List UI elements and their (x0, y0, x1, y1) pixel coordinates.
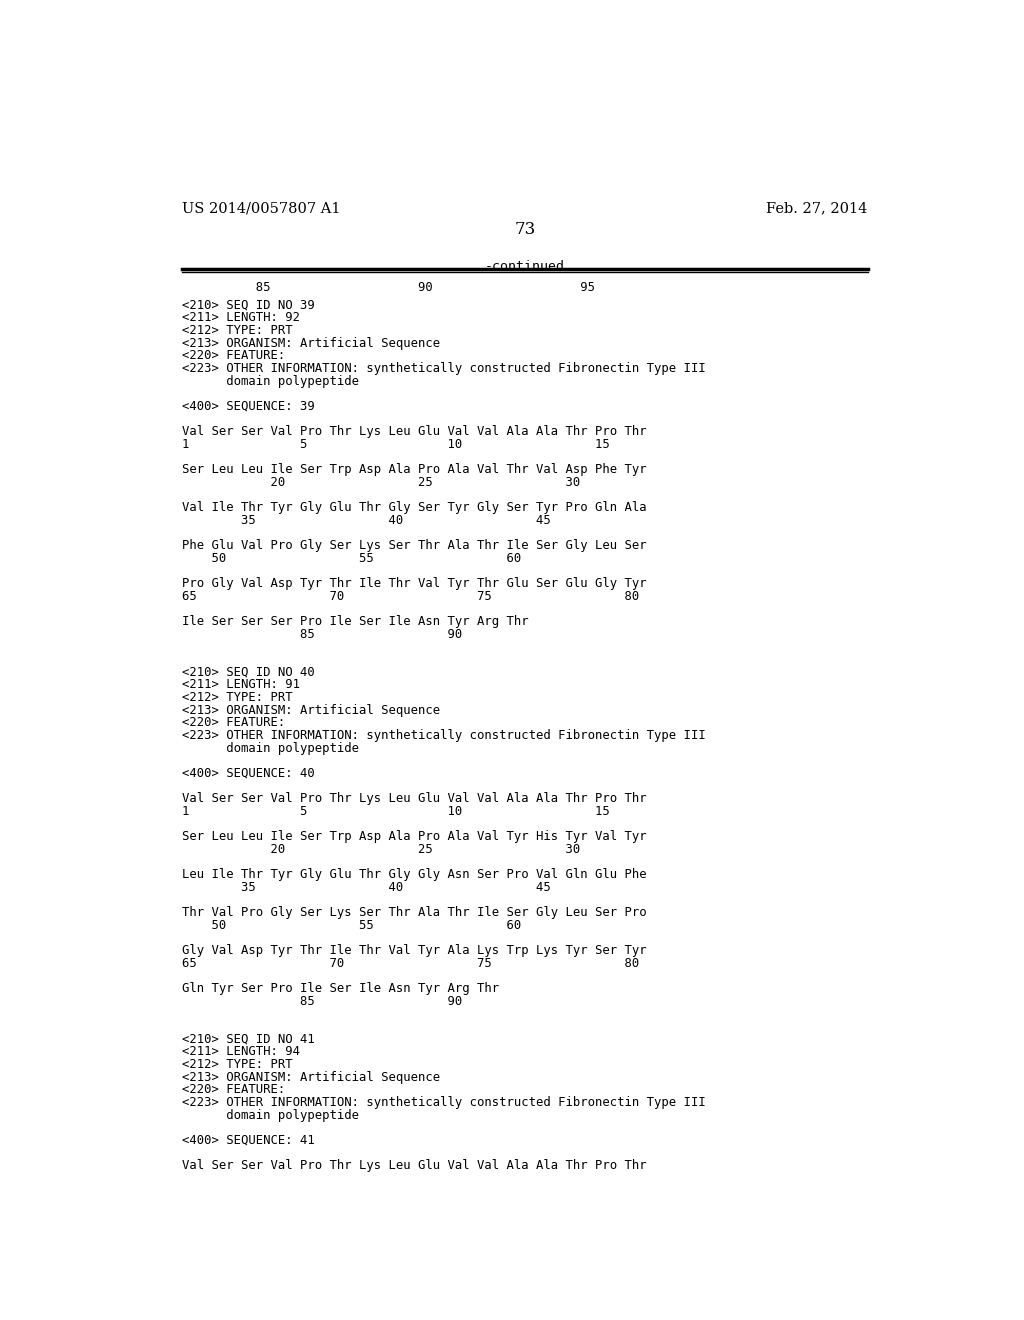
Text: domain polypeptide: domain polypeptide (182, 742, 359, 755)
Text: 50                  55                  60: 50 55 60 (182, 552, 521, 565)
Text: <213> ORGANISM: Artificial Sequence: <213> ORGANISM: Artificial Sequence (182, 1071, 440, 1084)
Text: <213> ORGANISM: Artificial Sequence: <213> ORGANISM: Artificial Sequence (182, 337, 440, 350)
Text: 73: 73 (514, 222, 536, 239)
Text: <400> SEQUENCE: 41: <400> SEQUENCE: 41 (182, 1134, 314, 1147)
Text: domain polypeptide: domain polypeptide (182, 375, 359, 388)
Text: Phe Glu Val Pro Gly Ser Lys Ser Thr Ala Thr Ile Ser Gly Leu Ser: Phe Glu Val Pro Gly Ser Lys Ser Thr Ala … (182, 539, 646, 552)
Text: Pro Gly Val Asp Tyr Thr Ile Thr Val Tyr Thr Glu Ser Glu Gly Tyr: Pro Gly Val Asp Tyr Thr Ile Thr Val Tyr … (182, 577, 646, 590)
Text: domain polypeptide: domain polypeptide (182, 1109, 359, 1122)
Text: 20                  25                  30: 20 25 30 (182, 842, 581, 855)
Text: Val Ser Ser Val Pro Thr Lys Leu Glu Val Val Ala Ala Thr Pro Thr: Val Ser Ser Val Pro Thr Lys Leu Glu Val … (182, 425, 646, 438)
Text: 65                  70                  75                  80: 65 70 75 80 (182, 957, 639, 970)
Text: 85                    90                    95: 85 90 95 (182, 281, 595, 294)
Text: 85                  90: 85 90 (182, 995, 462, 1007)
Text: <220> FEATURE:: <220> FEATURE: (182, 717, 286, 729)
Text: <220> FEATURE:: <220> FEATURE: (182, 1084, 286, 1096)
Text: <212> TYPE: PRT: <212> TYPE: PRT (182, 323, 293, 337)
Text: Gln Tyr Ser Pro Ile Ser Ile Asn Tyr Arg Thr: Gln Tyr Ser Pro Ile Ser Ile Asn Tyr Arg … (182, 982, 499, 995)
Text: Ser Leu Leu Ile Ser Trp Asp Ala Pro Ala Val Thr Val Asp Phe Tyr: Ser Leu Leu Ile Ser Trp Asp Ala Pro Ala … (182, 463, 646, 477)
Text: -continued: -continued (484, 260, 565, 273)
Text: 50                  55                  60: 50 55 60 (182, 919, 521, 932)
Text: <212> TYPE: PRT: <212> TYPE: PRT (182, 690, 293, 704)
Text: Gly Val Asp Tyr Thr Ile Thr Val Tyr Ala Lys Trp Lys Tyr Ser Tyr: Gly Val Asp Tyr Thr Ile Thr Val Tyr Ala … (182, 944, 646, 957)
Text: Leu Ile Thr Tyr Gly Glu Thr Gly Gly Asn Ser Pro Val Gln Glu Phe: Leu Ile Thr Tyr Gly Glu Thr Gly Gly Asn … (182, 869, 646, 882)
Text: 1               5                   10                  15: 1 5 10 15 (182, 438, 609, 451)
Text: <223> OTHER INFORMATION: synthetically constructed Fibronectin Type III: <223> OTHER INFORMATION: synthetically c… (182, 1096, 706, 1109)
Text: <213> ORGANISM: Artificial Sequence: <213> ORGANISM: Artificial Sequence (182, 704, 440, 717)
Text: Ser Leu Leu Ile Ser Trp Asp Ala Pro Ala Val Tyr His Tyr Val Tyr: Ser Leu Leu Ile Ser Trp Asp Ala Pro Ala … (182, 830, 646, 843)
Text: US 2014/0057807 A1: US 2014/0057807 A1 (182, 201, 340, 215)
Text: Ile Ser Ser Ser Pro Ile Ser Ile Asn Tyr Arg Thr: Ile Ser Ser Ser Pro Ile Ser Ile Asn Tyr … (182, 615, 528, 628)
Text: 65                  70                  75                  80: 65 70 75 80 (182, 590, 639, 603)
Text: <400> SEQUENCE: 39: <400> SEQUENCE: 39 (182, 400, 314, 413)
Text: <220> FEATURE:: <220> FEATURE: (182, 350, 286, 362)
Text: Thr Val Pro Gly Ser Lys Ser Thr Ala Thr Ile Ser Gly Leu Ser Pro: Thr Val Pro Gly Ser Lys Ser Thr Ala Thr … (182, 906, 646, 919)
Text: Feb. 27, 2014: Feb. 27, 2014 (766, 201, 867, 215)
Text: <223> OTHER INFORMATION: synthetically constructed Fibronectin Type III: <223> OTHER INFORMATION: synthetically c… (182, 729, 706, 742)
Text: <211> LENGTH: 91: <211> LENGTH: 91 (182, 678, 300, 692)
Text: 85                  90: 85 90 (182, 628, 462, 640)
Text: 20                  25                  30: 20 25 30 (182, 475, 581, 488)
Text: <211> LENGTH: 94: <211> LENGTH: 94 (182, 1045, 300, 1059)
Text: <211> LENGTH: 92: <211> LENGTH: 92 (182, 312, 300, 325)
Text: <210> SEQ ID NO 40: <210> SEQ ID NO 40 (182, 665, 314, 678)
Text: 35                  40                  45: 35 40 45 (182, 513, 551, 527)
Text: Val Ser Ser Val Pro Thr Lys Leu Glu Val Val Ala Ala Thr Pro Thr: Val Ser Ser Val Pro Thr Lys Leu Glu Val … (182, 792, 646, 805)
Text: Val Ser Ser Val Pro Thr Lys Leu Glu Val Val Ala Ala Thr Pro Thr: Val Ser Ser Val Pro Thr Lys Leu Glu Val … (182, 1159, 646, 1172)
Text: <223> OTHER INFORMATION: synthetically constructed Fibronectin Type III: <223> OTHER INFORMATION: synthetically c… (182, 362, 706, 375)
Text: 1               5                   10                  15: 1 5 10 15 (182, 805, 609, 818)
Text: <212> TYPE: PRT: <212> TYPE: PRT (182, 1057, 293, 1071)
Text: Val Ile Thr Tyr Gly Glu Thr Gly Ser Tyr Gly Ser Tyr Pro Gln Ala: Val Ile Thr Tyr Gly Glu Thr Gly Ser Tyr … (182, 502, 646, 513)
Text: <400> SEQUENCE: 40: <400> SEQUENCE: 40 (182, 767, 314, 780)
Text: <210> SEQ ID NO 41: <210> SEQ ID NO 41 (182, 1032, 314, 1045)
Text: 35                  40                  45: 35 40 45 (182, 880, 551, 894)
Text: <210> SEQ ID NO 39: <210> SEQ ID NO 39 (182, 298, 314, 312)
